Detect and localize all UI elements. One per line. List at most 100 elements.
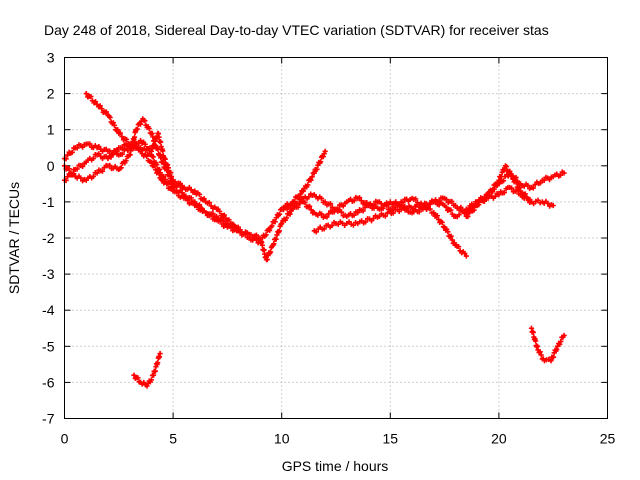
data-point-interp bbox=[87, 141, 93, 147]
data-point bbox=[181, 184, 187, 191]
data-point-interp bbox=[107, 148, 113, 154]
data-point-interp bbox=[111, 122, 118, 129]
data-point-interp bbox=[142, 141, 148, 147]
data-point-interp bbox=[537, 349, 543, 355]
x-tick-label: 10 bbox=[274, 431, 290, 447]
data-point-interp bbox=[156, 170, 162, 176]
data-point-interp bbox=[74, 166, 80, 172]
data-point-interp bbox=[90, 173, 97, 180]
data-point-interp bbox=[221, 212, 227, 218]
data-point-interp bbox=[219, 215, 225, 221]
data-point-interp bbox=[71, 171, 77, 177]
data-point bbox=[192, 188, 198, 194]
data-point-interp bbox=[74, 145, 80, 151]
data-point-interp bbox=[302, 200, 308, 206]
data-point-interp bbox=[557, 172, 564, 178]
plot-frame bbox=[64, 57, 608, 419]
data-point-interp bbox=[283, 215, 290, 221]
data-point bbox=[144, 383, 150, 389]
data-point-interp bbox=[313, 229, 319, 235]
data-point-interp bbox=[253, 237, 259, 243]
data-point-interp bbox=[516, 184, 523, 191]
data-point-interp bbox=[351, 212, 357, 218]
y-axis-label: SDTVAR / TECUs bbox=[6, 182, 22, 294]
data-point-interp bbox=[166, 172, 173, 178]
series-track-g bbox=[463, 163, 535, 220]
data-point-interp bbox=[545, 200, 551, 207]
data-point-interp bbox=[439, 219, 445, 226]
data-point bbox=[355, 210, 361, 216]
data-point-interp bbox=[525, 182, 531, 189]
data-point-interp bbox=[318, 195, 325, 202]
data-point-interp bbox=[288, 201, 294, 208]
series-track-d bbox=[61, 116, 187, 191]
data-point-interp bbox=[500, 178, 507, 184]
y-tick-label: -6 bbox=[42, 374, 55, 390]
data-point-interp bbox=[297, 191, 303, 197]
data-point-interp bbox=[177, 182, 183, 188]
data-point-interp bbox=[123, 158, 129, 164]
data-point-interp bbox=[391, 204, 397, 210]
series-track-e bbox=[279, 148, 328, 213]
data-point bbox=[463, 253, 469, 259]
data-point-interp bbox=[460, 207, 466, 213]
data-point-interp bbox=[221, 218, 227, 224]
data-point-interp bbox=[456, 212, 462, 218]
data-point bbox=[561, 170, 567, 176]
data-point bbox=[159, 177, 165, 183]
y-tick-label: -4 bbox=[42, 302, 55, 318]
data-point-interp bbox=[258, 239, 264, 245]
x-tick-label: 25 bbox=[600, 431, 616, 447]
data-point-interp bbox=[92, 99, 99, 105]
data-point bbox=[311, 170, 317, 176]
y-tick-label: -3 bbox=[42, 266, 55, 282]
data-point-interp bbox=[356, 195, 363, 201]
data-point-interp bbox=[554, 346, 560, 353]
data-point bbox=[550, 202, 556, 209]
series-track-c bbox=[83, 91, 241, 231]
data-point-interp bbox=[370, 215, 377, 222]
data-point-interp bbox=[264, 256, 270, 263]
data-point-interp bbox=[404, 206, 410, 212]
data-point-interp bbox=[184, 197, 191, 203]
data-point-interp bbox=[161, 173, 167, 180]
data-point-interp bbox=[308, 207, 314, 213]
data-point-interp bbox=[327, 201, 334, 207]
data-point-interp bbox=[90, 155, 97, 162]
data-point-interp bbox=[174, 189, 180, 195]
data-point-interp bbox=[480, 198, 486, 204]
data-point bbox=[452, 202, 459, 209]
data-point-interp bbox=[131, 134, 138, 140]
data-point bbox=[131, 372, 137, 378]
data-point-interp bbox=[501, 190, 507, 196]
data-point-interp bbox=[163, 165, 169, 171]
series-track-a bbox=[61, 141, 567, 263]
data-point-interp bbox=[248, 232, 254, 238]
data-point-interp bbox=[557, 341, 563, 347]
data-point-interp bbox=[490, 186, 496, 192]
data-point-interp bbox=[99, 168, 106, 174]
data-point-interp bbox=[276, 211, 283, 217]
data-point-interp bbox=[99, 106, 105, 112]
data-point-interp bbox=[537, 180, 544, 186]
grid bbox=[64, 57, 608, 419]
data-point-interp bbox=[448, 207, 454, 213]
y-tick-label: -2 bbox=[42, 230, 55, 246]
data-point bbox=[528, 199, 535, 205]
data-point bbox=[431, 210, 437, 216]
data-point-interp bbox=[307, 203, 313, 209]
data-point bbox=[235, 224, 241, 230]
axis-ticks bbox=[64, 57, 608, 419]
data-point-interp bbox=[455, 244, 462, 250]
series-track-h bbox=[131, 350, 163, 389]
data-point-interp bbox=[550, 354, 557, 360]
data-point bbox=[561, 332, 567, 339]
data-point-interp bbox=[217, 208, 223, 215]
data-point-interp bbox=[382, 213, 388, 219]
data-point-interp bbox=[162, 156, 168, 162]
data-point-interp bbox=[103, 109, 109, 115]
data-point-interp bbox=[253, 232, 259, 238]
data-point-interp bbox=[358, 198, 364, 204]
data-point-interp bbox=[226, 217, 232, 223]
